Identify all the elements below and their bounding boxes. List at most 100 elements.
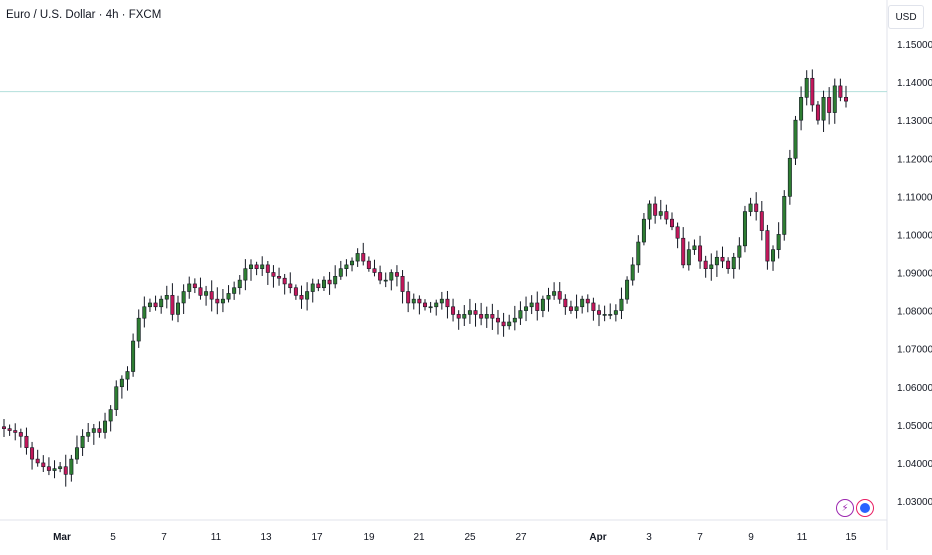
candle-up <box>540 298 545 311</box>
candle-down <box>844 97 848 102</box>
candle-down <box>653 203 658 216</box>
candle-down <box>361 253 366 262</box>
candle-up <box>119 378 124 388</box>
candle-down <box>597 310 601 315</box>
y-tick-label: 1.12000 <box>897 154 932 165</box>
candle-up <box>484 314 489 319</box>
x-tick-label: 13 <box>260 532 272 543</box>
candle-up <box>52 468 57 471</box>
y-tick-label: 1.13000 <box>897 116 932 127</box>
candle-up <box>821 97 826 121</box>
candle-up <box>529 302 534 308</box>
globe-icon[interactable] <box>856 499 874 517</box>
candle-up <box>204 291 209 296</box>
candle-up <box>58 466 63 469</box>
candle-down <box>192 283 197 289</box>
candle-down <box>501 321 506 327</box>
candle-up <box>524 306 529 311</box>
candle-down <box>18 432 23 437</box>
candle-up <box>574 306 579 311</box>
candle-down <box>327 279 332 285</box>
candle-down <box>759 211 764 231</box>
candle-up <box>518 310 523 319</box>
candle-down <box>456 314 461 319</box>
candle-down <box>24 435 29 448</box>
candle-up <box>580 298 585 308</box>
currency-selector[interactable]: USD <box>888 5 924 29</box>
candle-up <box>782 196 787 235</box>
x-tick-label: 15 <box>845 532 857 543</box>
candle-up <box>512 317 517 323</box>
candle-up <box>136 317 141 342</box>
candle-up <box>355 253 360 262</box>
candle-up <box>176 302 180 315</box>
x-tick-label: 11 <box>797 532 808 543</box>
candle-down <box>394 272 399 277</box>
bolt-icon[interactable]: ⚡ <box>836 499 854 517</box>
candle-up <box>552 291 557 296</box>
candle-down <box>406 291 411 304</box>
candle-up <box>658 211 663 216</box>
candle-down <box>451 306 456 315</box>
candle-down <box>703 260 708 269</box>
candle-up <box>114 386 119 410</box>
candle-up <box>226 293 231 300</box>
candle-down <box>41 462 46 468</box>
x-tick-label: 11 <box>211 532 222 543</box>
candle-down <box>490 314 495 319</box>
candle-up <box>103 420 108 433</box>
candle-up <box>428 306 433 309</box>
candle-down <box>423 302 427 308</box>
y-tick-label: 1.09000 <box>897 269 932 280</box>
candle-down <box>198 287 203 296</box>
candle-up <box>260 264 265 269</box>
y-tick-label: 1.15000 <box>897 40 932 51</box>
candle-down <box>681 237 686 266</box>
candle-down <box>265 264 270 273</box>
candle-down <box>63 466 68 475</box>
candle-up <box>507 321 512 327</box>
candle-down <box>372 268 377 273</box>
candle-down <box>46 466 51 471</box>
y-tick-label: 1.11000 <box>897 192 932 203</box>
x-tick-label: Apr <box>589 532 606 543</box>
x-tick-label: 7 <box>161 532 167 543</box>
candle-down <box>473 310 478 315</box>
candle-up <box>439 298 444 304</box>
candle-up <box>131 340 136 372</box>
candle-up <box>74 447 79 460</box>
x-tick-label: 21 <box>413 532 425 543</box>
candle-up <box>383 279 388 282</box>
candle-up <box>714 256 719 266</box>
candle-down <box>591 302 596 311</box>
candle-up <box>467 310 472 315</box>
candle-down <box>698 245 703 262</box>
candle-down <box>293 287 298 296</box>
candle-up <box>692 245 697 250</box>
candle-down <box>838 85 843 98</box>
candle-up <box>619 298 624 311</box>
candle-down <box>7 428 12 431</box>
y-tick-label: 1.14000 <box>897 78 932 89</box>
candle-down <box>810 77 815 106</box>
candle-up <box>793 119 798 159</box>
y-tick-label: 1.05000 <box>897 421 932 432</box>
candle-down <box>254 264 259 269</box>
candle-down <box>557 291 562 300</box>
x-tick-label: 19 <box>363 532 375 543</box>
candle-up <box>636 241 641 266</box>
candle-up <box>647 203 652 220</box>
candle-down <box>35 458 40 464</box>
candle-up <box>125 371 130 380</box>
x-tick-label: Mar <box>53 532 71 543</box>
candle-up <box>220 298 225 304</box>
candle-up <box>411 298 416 304</box>
candle-down <box>288 283 293 289</box>
candle-down <box>277 276 282 279</box>
x-tick-label: 5 <box>110 532 116 543</box>
candle-up <box>748 203 753 212</box>
candle-up <box>546 295 551 300</box>
candle-up <box>389 272 394 281</box>
